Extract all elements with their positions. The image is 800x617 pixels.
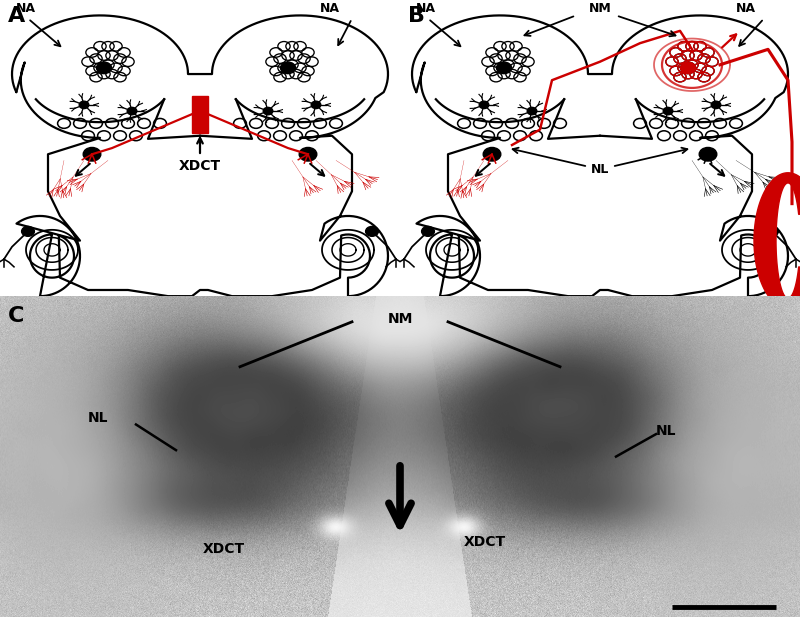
Text: NA: NA <box>320 2 340 15</box>
Circle shape <box>711 101 721 109</box>
Text: B: B <box>408 6 425 26</box>
Circle shape <box>497 62 511 73</box>
Text: NA: NA <box>416 2 436 15</box>
Text: C: C <box>8 306 24 326</box>
Circle shape <box>699 147 717 161</box>
Circle shape <box>281 62 295 73</box>
Circle shape <box>83 147 101 161</box>
Text: NL: NL <box>656 424 677 438</box>
Circle shape <box>97 62 111 73</box>
Text: XDCT: XDCT <box>179 138 221 173</box>
Circle shape <box>483 147 501 161</box>
Text: NA: NA <box>736 2 756 15</box>
Circle shape <box>263 107 273 115</box>
Circle shape <box>422 226 434 236</box>
Circle shape <box>366 226 378 236</box>
Circle shape <box>22 226 34 236</box>
Circle shape <box>127 107 137 115</box>
Circle shape <box>681 62 695 73</box>
Circle shape <box>311 101 321 109</box>
Circle shape <box>681 62 695 73</box>
Text: NL: NL <box>88 411 109 425</box>
Text: NL: NL <box>591 163 609 176</box>
Polygon shape <box>754 173 800 308</box>
Circle shape <box>479 101 489 109</box>
Text: A: A <box>8 6 26 26</box>
Text: NM: NM <box>589 2 611 15</box>
Text: NA: NA <box>16 2 36 15</box>
Circle shape <box>663 107 673 115</box>
Circle shape <box>299 147 317 161</box>
Text: NM: NM <box>387 312 413 326</box>
Circle shape <box>766 226 778 236</box>
Circle shape <box>527 107 537 115</box>
Circle shape <box>79 101 89 109</box>
Bar <box>192 96 208 133</box>
Text: XDCT: XDCT <box>464 536 506 549</box>
Text: XDCT: XDCT <box>203 542 245 556</box>
